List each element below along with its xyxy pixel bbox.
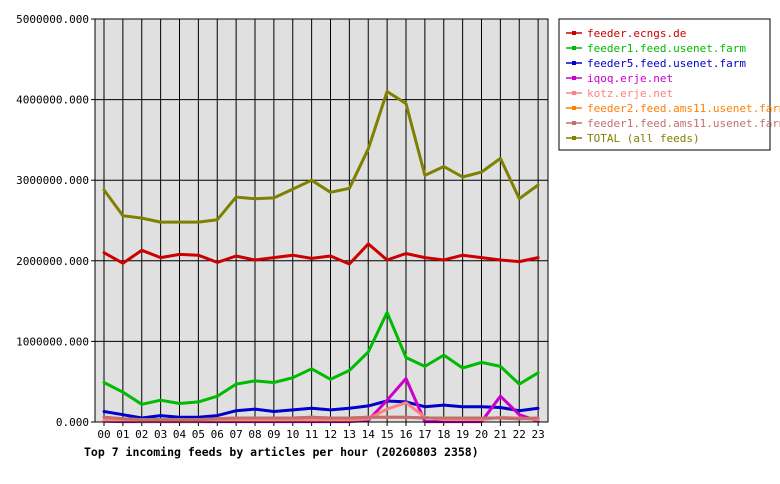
y-tick-label: 5000000.000 xyxy=(16,13,89,26)
x-tick-label: 18 xyxy=(437,428,450,441)
x-tick-label: 04 xyxy=(173,428,187,441)
x-tick-label: 07 xyxy=(230,428,243,441)
y-tick-label: 2000000.000 xyxy=(16,255,89,268)
plot-frame xyxy=(94,18,549,423)
x-tick-label: 06 xyxy=(211,428,224,441)
x-tick-label: 03 xyxy=(154,428,167,441)
x-tick-label: 23 xyxy=(532,428,545,441)
x-tick-label: 00 xyxy=(97,428,110,441)
legend-marker xyxy=(572,121,576,125)
x-tick-label: 22 xyxy=(513,428,526,441)
legend-marker xyxy=(572,76,576,80)
plot-background xyxy=(95,19,548,422)
series-line xyxy=(102,242,540,266)
series-line xyxy=(102,401,540,423)
series-group xyxy=(102,90,540,424)
x-tick-label: 17 xyxy=(418,428,431,441)
grid xyxy=(95,18,548,423)
x-tick-label: 15 xyxy=(381,428,394,441)
x-tick-label: 13 xyxy=(343,428,356,441)
legend-marker xyxy=(572,61,576,65)
legend-box xyxy=(558,18,771,151)
legend-marker xyxy=(572,106,576,110)
legend-marker xyxy=(572,136,576,140)
y-tick-label: 1000000.000 xyxy=(16,335,89,348)
x-tick-label: 12 xyxy=(324,428,337,441)
x-tick-label: 09 xyxy=(267,428,280,441)
legend-label: TOTAL (all feeds) xyxy=(587,132,700,145)
legend-marker xyxy=(572,31,576,35)
legend-label: feeder2.feed.ams11.usenet.farm xyxy=(587,102,780,115)
x-tick-label: 21 xyxy=(494,428,507,441)
legend-marker xyxy=(572,46,576,50)
x-tick-label: 11 xyxy=(305,428,318,441)
x-tick-label: 02 xyxy=(135,428,148,441)
x-tick-label: 20 xyxy=(475,428,488,441)
axes: 00 01 02 03 04 05 06 07 08 09 10 11 12 13 14 15 16 17 18 19… xyxy=(16,13,545,441)
series-line xyxy=(102,90,540,224)
y-tick-label: 0.000 xyxy=(56,416,89,429)
x-tick-label: 14 xyxy=(362,428,376,441)
chart-title: Top 7 incoming feeds by articles per hou… xyxy=(84,445,479,459)
legend-label: kotz.erje.net xyxy=(587,87,673,100)
legend-label: feeder.ecngs.de xyxy=(587,27,686,40)
legend-label: feeder1.feed.usenet.farm xyxy=(587,42,746,55)
legend-marker xyxy=(572,91,576,95)
series-line xyxy=(102,310,540,406)
x-tick-label: 16 xyxy=(399,428,412,441)
x-tick-label: 08 xyxy=(248,428,261,441)
series-line xyxy=(102,399,540,420)
legend: feeder.ecngs.de feeder1.feed.usenet.farm f… xyxy=(558,18,780,151)
series-line xyxy=(102,415,540,422)
y-tick-label: 4000000.000 xyxy=(16,94,89,107)
legend-label: feeder1.feed.ams11.usenet.farm xyxy=(587,117,780,130)
x-tick-label: 19 xyxy=(456,428,469,441)
x-tick-label: 05 xyxy=(192,428,205,441)
x-tick-label: 10 xyxy=(286,428,299,441)
x-tick-label: 01 xyxy=(116,428,129,441)
y-tick-label: 3000000.000 xyxy=(16,174,89,187)
legend-label: feeder5.feed.usenet.farm xyxy=(587,57,746,70)
legend-label: iqoq.erje.net xyxy=(587,72,673,85)
